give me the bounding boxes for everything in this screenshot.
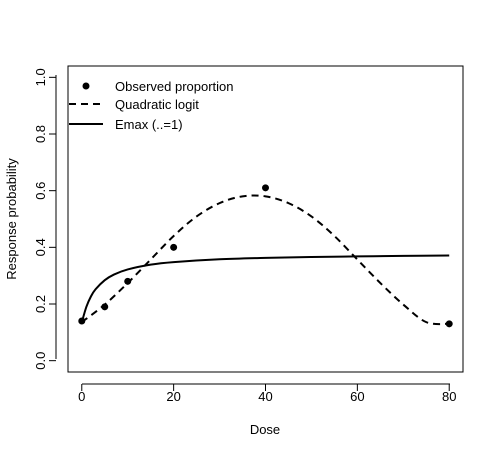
data-point-observed-proportion <box>170 243 178 251</box>
legend-label-emax: Emax (..=1) <box>115 117 183 132</box>
y-tick-label: 0.2 <box>33 295 48 313</box>
y-tick-label: 1.0 <box>33 68 48 86</box>
x-tick-label: 40 <box>258 389 272 404</box>
y-tick-label: 0.0 <box>33 352 48 370</box>
series-line-emax <box>80 254 450 323</box>
plot-frame <box>67 65 464 373</box>
x-tick-label: 20 <box>166 389 180 404</box>
legend-symbol-observed-proportion <box>82 82 90 90</box>
y-axis-title: Response probability <box>4 158 19 280</box>
x-tick-label: 60 <box>350 389 364 404</box>
y-tick-label: 0.8 <box>33 125 48 143</box>
series-line-quadratic-logit <box>81 194 450 326</box>
legend: Observed proportion Quadratic logit Emax… <box>69 79 234 132</box>
data-point-observed-proportion <box>124 277 132 285</box>
legend-label-quadratic-logit: Quadratic logit <box>115 97 199 112</box>
x-tick-label: 80 <box>442 389 456 404</box>
x-ticks: 0 20 40 60 80 <box>78 384 456 404</box>
legend-label-observed-proportion: Observed proportion <box>115 79 234 94</box>
data-point-observed-proportion <box>262 184 269 192</box>
series-layer <box>78 184 453 328</box>
y-tick-label: 0.4 <box>33 238 48 256</box>
y-tick-label: 0.6 <box>33 182 48 200</box>
x-axis-title: Dose <box>250 422 280 437</box>
x-tick-label: 0 <box>78 389 85 404</box>
y-ticks: 0.0 0.2 0.4 0.6 0.8 1.0 <box>33 68 56 370</box>
